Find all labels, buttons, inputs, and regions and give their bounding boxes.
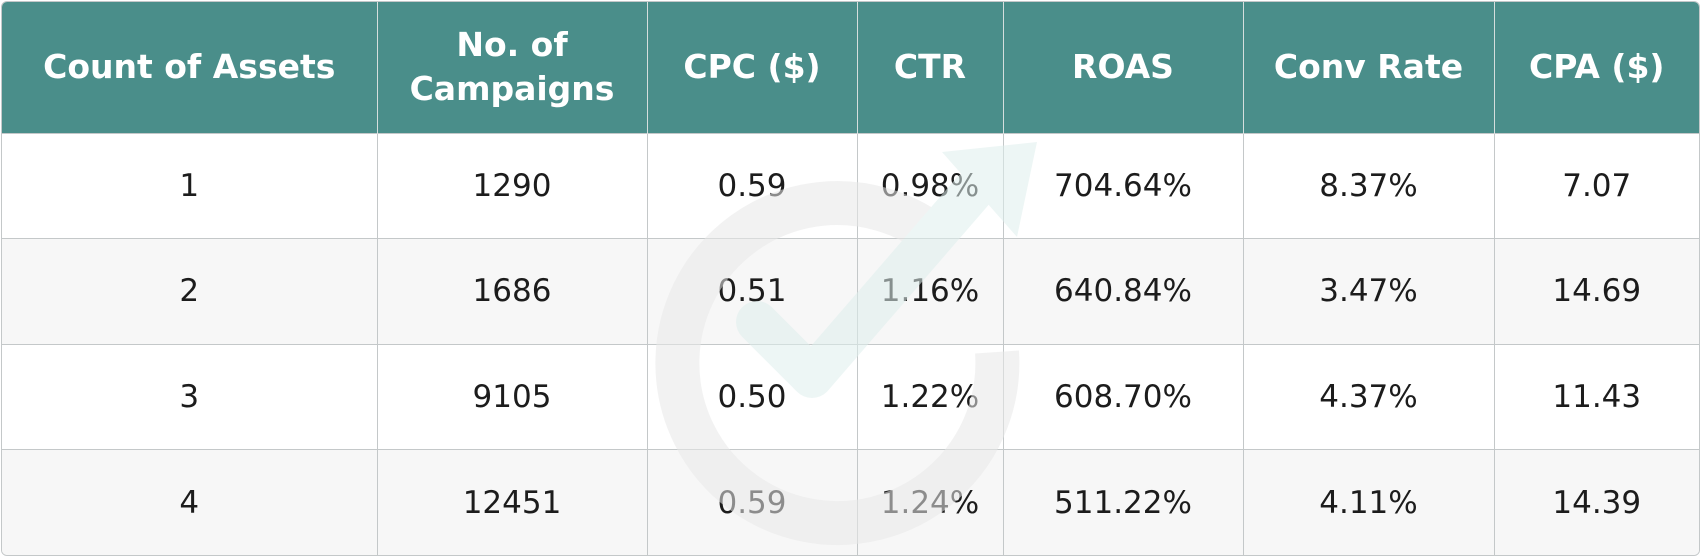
header-row: Count of Assets No. of Campaigns CPC ($)… <box>2 2 1699 133</box>
cell-conv-rate: 4.37% <box>1243 343 1495 450</box>
cell-roas: 640.84% <box>1003 238 1244 344</box>
cell-no-of-campaigns: 1686 <box>377 238 648 344</box>
header-count-of-assets: Count of Assets <box>2 2 378 133</box>
cell-cpc: 0.50 <box>647 343 858 450</box>
cell-count-of-assets: 3 <box>2 343 378 450</box>
cell-roas: 608.70% <box>1003 343 1244 450</box>
table-row: 3 9105 0.50 1.22% 608.70% 4.37% 11.43 <box>2 343 1699 450</box>
cell-count-of-assets: 1 <box>2 132 378 239</box>
header-cpa: CPA ($) <box>1494 2 1699 133</box>
header-cpc: CPC ($) <box>647 2 858 133</box>
cell-cpc: 0.51 <box>647 238 858 344</box>
cell-ctr: 1.24% <box>857 449 1004 555</box>
cell-count-of-assets: 2 <box>2 238 378 344</box>
cell-conv-rate: 8.37% <box>1243 132 1495 239</box>
cell-ctr: 0.98% <box>857 132 1004 239</box>
header-no-of-campaigns: No. of Campaigns <box>377 2 648 133</box>
cell-ctr: 1.16% <box>857 238 1004 344</box>
table-row: 1 1290 0.59 0.98% 704.64% 8.37% 7.07 <box>2 132 1699 239</box>
cell-conv-rate: 3.47% <box>1243 238 1495 344</box>
cell-no-of-campaigns: 12451 <box>377 449 648 555</box>
cell-roas: 704.64% <box>1003 132 1244 239</box>
header-roas: ROAS <box>1003 2 1244 133</box>
table-row: 4 12451 0.59 1.24% 511.22% 4.11% 14.39 <box>2 449 1699 555</box>
cell-conv-rate: 4.11% <box>1243 449 1495 555</box>
cell-ctr: 1.22% <box>857 343 1004 450</box>
cell-count-of-assets: 4 <box>2 449 378 555</box>
cell-no-of-campaigns: 9105 <box>377 343 648 450</box>
header-conv-rate: Conv Rate <box>1243 2 1495 133</box>
cell-cpc: 0.59 <box>647 132 858 239</box>
cell-roas: 511.22% <box>1003 449 1244 555</box>
header-ctr: CTR <box>857 2 1004 133</box>
cell-cpa: 14.39 <box>1494 449 1699 555</box>
cell-cpa: 11.43 <box>1494 343 1699 450</box>
cell-cpa: 7.07 <box>1494 132 1699 239</box>
table-row: 2 1686 0.51 1.16% 640.84% 3.47% 14.69 <box>2 238 1699 344</box>
cell-cpa: 14.69 <box>1494 238 1699 344</box>
cell-no-of-campaigns: 1290 <box>377 132 648 239</box>
cell-cpc: 0.59 <box>647 449 858 555</box>
